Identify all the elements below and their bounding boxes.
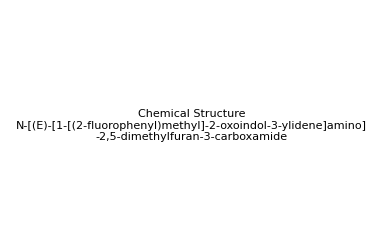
Text: Chemical Structure
N-[(E)-[1-[(2-fluorophenyl)methyl]-2-oxoindol-3-ylidene]amino: Chemical Structure N-[(E)-[1-[(2-fluorop… (16, 109, 367, 142)
